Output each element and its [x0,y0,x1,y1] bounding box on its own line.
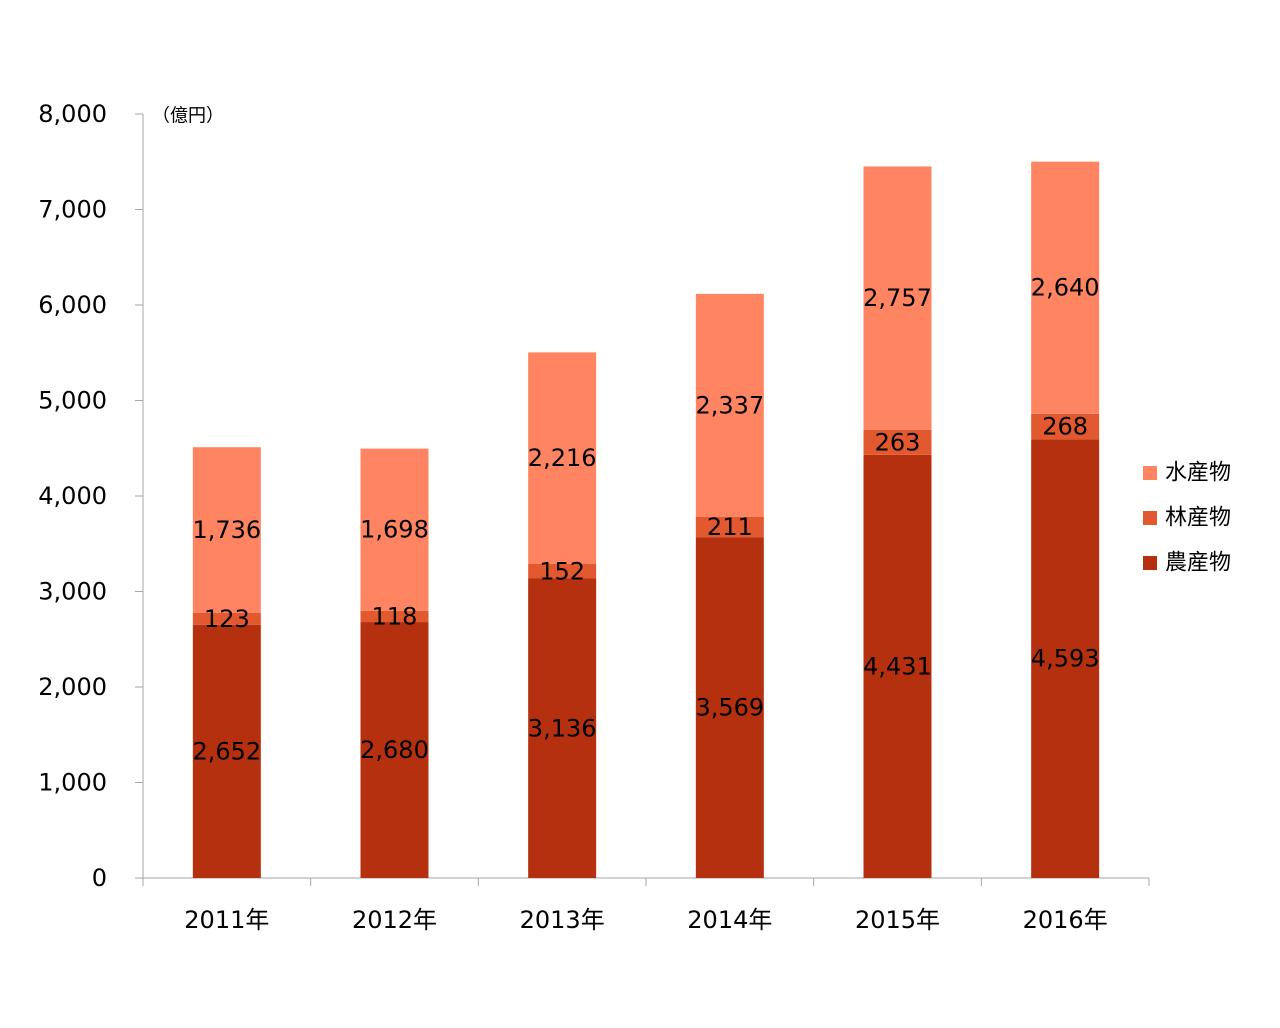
y-tick-label: 1,000 [38,769,107,797]
data-label: 4,431 [863,652,932,680]
x-tick-label: 2013年 [520,906,605,934]
bar-segment [695,537,764,878]
bar-segment [528,563,597,579]
x-tick-label: 2011年 [184,906,269,934]
legend-swatch [1143,466,1157,480]
x-tick-label: 2016年 [1023,906,1108,934]
bar-segment [1031,413,1100,440]
legend-swatch [1143,511,1157,525]
bar-segment [695,517,764,538]
data-label: 211 [707,513,753,541]
data-labels: 2,652 123 1,736 2,680 118 1,698 3,136 152 2,216 3… [192,274,1099,766]
data-label: 123 [204,605,250,633]
bar-segment [1031,439,1100,878]
bar-segment [1031,161,1100,414]
bar-segment [863,166,932,430]
legend-label: 林産物 [1165,506,1231,531]
legend-swatch [1143,556,1157,570]
axes: 0 1,000 2,000 3,000 4,000 5,000 6,000 7,000 8,00… [38,100,1150,934]
data-label: 118 [372,602,418,630]
bar-segment [192,447,261,613]
data-label: 1,736 [192,516,261,544]
bar-segment [192,612,261,625]
bar-segment [360,610,429,623]
data-label: 2,337 [695,391,764,419]
data-label: 3,136 [528,714,597,742]
legend-label: 水産物 [1165,461,1231,486]
bar-segment [360,622,429,878]
y-tick-label: 8,000 [38,100,107,128]
bar-segment [863,429,932,455]
data-label: 152 [539,557,585,585]
bar-segment [528,352,597,564]
bars [192,161,1100,878]
bar-segment [863,454,932,878]
y-axis-unit-label: （億円） [152,106,224,127]
data-label: 268 [1042,413,1088,441]
data-label: 2,680 [360,736,429,764]
data-label: 2,757 [863,284,932,312]
data-label: 2,652 [192,737,261,765]
y-tick-label: 3,000 [38,578,107,606]
data-label: 4,593 [1031,645,1100,673]
bar-segment [528,578,597,878]
data-label: 2,216 [528,444,597,472]
y-tick-label: 6,000 [38,291,107,319]
y-tick-label: 2,000 [38,673,107,701]
y-tick-label: 4,000 [38,482,107,510]
bar-segment [192,624,261,878]
bar-segment [695,293,764,518]
y-tick-label: 7,000 [38,196,107,224]
data-label: 1,698 [360,516,429,544]
x-tick-label: 2014年 [687,906,772,934]
data-label: 2,640 [1031,274,1100,302]
data-label: 3,569 [695,694,764,722]
y-tick-label: 5,000 [38,387,107,415]
bar-segment [360,448,429,611]
legend-label: 農産物 [1165,551,1231,576]
x-tick-label: 2015年 [855,906,940,934]
y-tick-label: 0 [92,864,107,892]
data-label: 263 [875,428,921,456]
x-tick-label: 2012年 [352,906,437,934]
